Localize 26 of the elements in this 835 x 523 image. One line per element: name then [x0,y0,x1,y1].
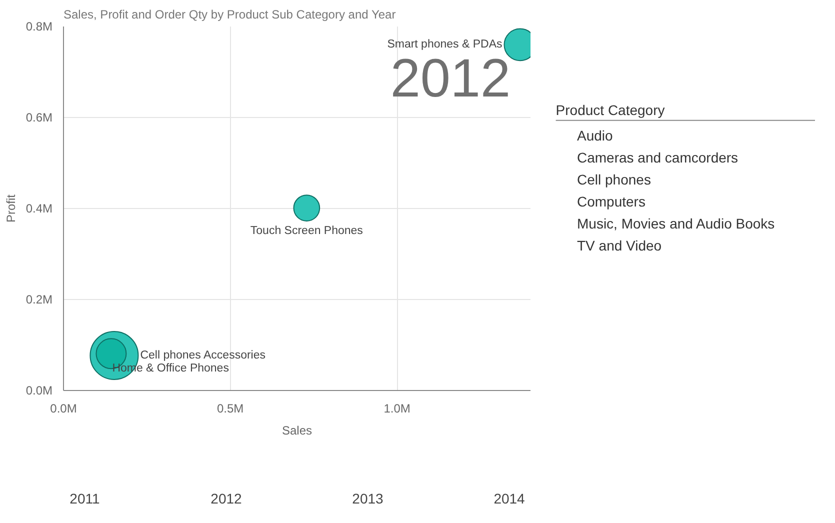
text: Product Category [556,102,665,118]
text: 2013 [352,490,384,506]
series-label: Touch Screen Phones [250,224,364,237]
series-label: Cell phones Accessories [140,349,266,362]
text: 2012 [210,490,242,506]
series-label: Smart phones & PDAs [387,38,502,51]
text: Computers [577,193,646,210]
annotation: 2012 [390,48,511,108]
y-tick-label: 0.2M [26,292,53,306]
chart-title: Sales, Profit and Order Qty by Product Sub Category and Year [64,8,396,22]
y-tick-label: 0.0M [26,384,53,398]
y-tick-label: 0.6M [26,110,53,124]
x-tick-label: 1.0M [384,402,410,416]
x-tick-label: 0.5M [216,402,244,416]
x-axis-title: Sales [282,424,312,438]
text: Cameras and camcorders [577,150,738,166]
text: TV and Video [577,237,662,254]
text: 2011 [70,490,100,506]
text: 2014 [494,490,526,506]
y-tick-label: 0.4M [26,202,53,216]
y-axis-title: Profit [4,194,18,223]
text: Audio [577,128,614,144]
x-tick-label: 0.0M [50,402,77,416]
text: Music, Movies and Audio Books [577,215,775,232]
text: Cell phones [577,172,651,188]
y-tick-label: 0.8M [26,20,53,34]
